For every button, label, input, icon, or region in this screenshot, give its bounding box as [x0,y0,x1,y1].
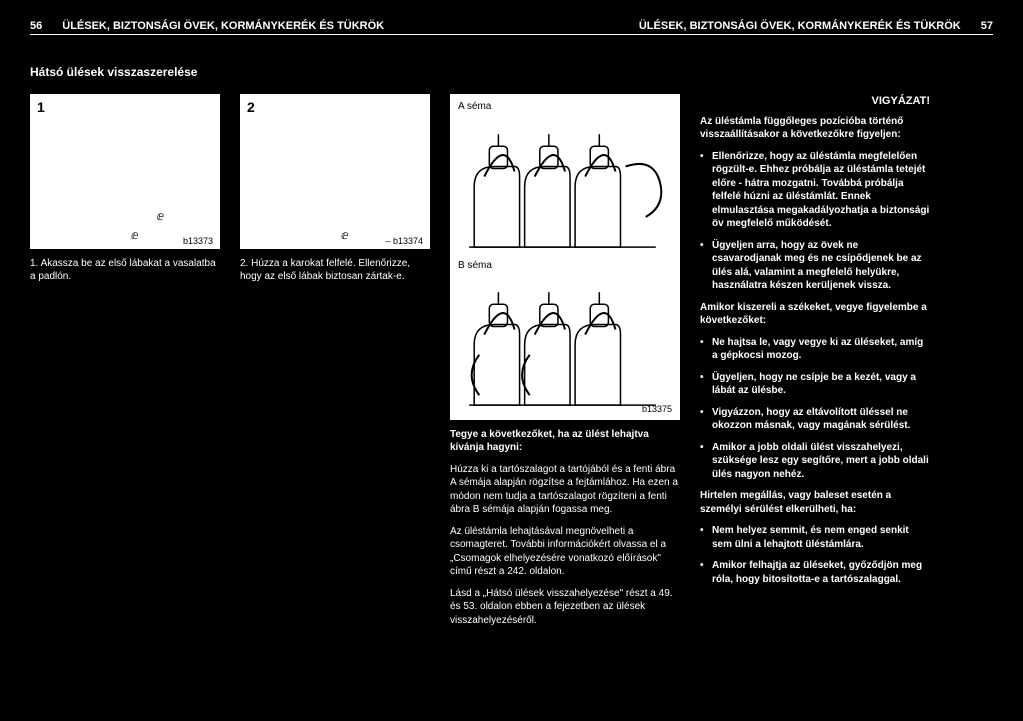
warning-bullet: Ne hajtsa le, vagy vegye ki az üléseket,… [700,336,930,363]
diagram-caption: 2. Húzza a karokat felfelé. Ellenőrizze,… [240,257,430,283]
schema-a-label: A séma [454,98,676,116]
diagram-caption: 1. Akassza be az első lábakat a vasalatb… [30,257,220,283]
chapter-title-left: ÜLÉSEK, BIZTONSÁGI ÖVEK, KORMÁNYKERÉK ÉS… [62,20,384,32]
warning-outro: Hirtelen megállás, vagy baleset esetén a… [700,489,930,516]
warning-bullet: Ügyeljen arra, hogy az övek ne csavarodj… [700,239,930,293]
diagram-box-1: 1 ⅇ ⅇ b13373 [30,94,220,249]
warning-bullet: Ellenőrizze, hogy az üléstámla megfelelő… [700,150,930,231]
col-schematics: A séma B [450,94,680,635]
chapter-title-right: ÜLÉSEK, BIZTONSÁGI ÖVEK, KORMÁNYKERÉK ÉS… [639,20,961,32]
schema-b-label: B séma [454,257,676,275]
header-left: 56 ÜLÉSEK, BIZTONSÁGI ÖVEK, KORMÁNYKERÉK… [30,20,384,32]
header-right: ÜLÉSEK, BIZTONSÁGI ÖVEK, KORMÁNYKERÉK ÉS… [639,20,993,32]
diagram-number: 1 [37,99,45,115]
seat-illustration-b [454,274,676,415]
diagram-box-2: 2 ⅇ – b13374 [240,94,430,249]
warning-bullet: Amikor felhajtja az üléseket, győződjön … [700,559,930,586]
diagram-ref: b13373 [183,236,213,246]
warning-intro: Az üléstámla függőleges pozícióba történ… [700,115,930,142]
instruction-p2: Húzza ki a tartószalagot a tartójából és… [450,463,680,517]
diagram-ref: – b13374 [385,236,423,246]
content-row: 1 ⅇ ⅇ b13373 1. Akassza be az első lábak… [30,94,993,635]
scribble-icon: ⅇ [157,209,164,223]
col-diagram-1: 1 ⅇ ⅇ b13373 1. Akassza be az első lábak… [30,94,220,635]
warning-bullet: Amikor a jobb oldali ülést visszahelyezi… [700,441,930,482]
warning-list-3: Nem helyez semmit, és nem enged senkit s… [700,524,930,586]
col-warning: VIGYÁZAT! Az üléstámla függőleges pozíci… [700,94,930,635]
diagram-number: 2 [247,99,255,115]
scribble-icon: ⅇ [341,228,348,242]
warning-bullet: Ügyeljen, hogy ne csípje be a kezét, vag… [700,371,930,398]
instruction-p4: Lásd a „Hátsó ülések visszahelyezése" ré… [450,587,680,628]
warning-title: VIGYÁZAT! [700,94,930,109]
instruction-p3: Az üléstámla lehajtásával megnövelheti a… [450,525,680,579]
warning-bullet: Nem helyez semmit, és nem enged senkit s… [700,524,930,551]
seat-ref: b13375 [642,403,672,415]
seat-schematic-box: A séma B [450,94,680,420]
seat-illustration-a [454,116,676,257]
scribble-icon: ⅇ [131,228,138,242]
page-number-left: 56 [30,20,42,32]
page-number-right: 57 [981,20,993,32]
warning-bullet: Vigyázzon, hogy az eltávolított üléssel … [700,406,930,433]
page-header: 56 ÜLÉSEK, BIZTONSÁGI ÖVEK, KORMÁNYKERÉK… [30,20,993,35]
warning-list-1: Ellenőrizze, hogy az üléstámla megfelelő… [700,150,930,293]
instruction-p1: Tegye a következőket, ha az ülést lehajt… [450,428,680,455]
section-subtitle: Hátsó ülések visszaszerelése [30,65,993,79]
col-diagram-2: 2 ⅇ – b13374 2. Húzza a karokat felfelé.… [240,94,430,635]
warning-mid: Amikor kiszereli a székeket, vegye figye… [700,301,930,328]
warning-list-2: Ne hajtsa le, vagy vegye ki az üléseket,… [700,336,930,482]
